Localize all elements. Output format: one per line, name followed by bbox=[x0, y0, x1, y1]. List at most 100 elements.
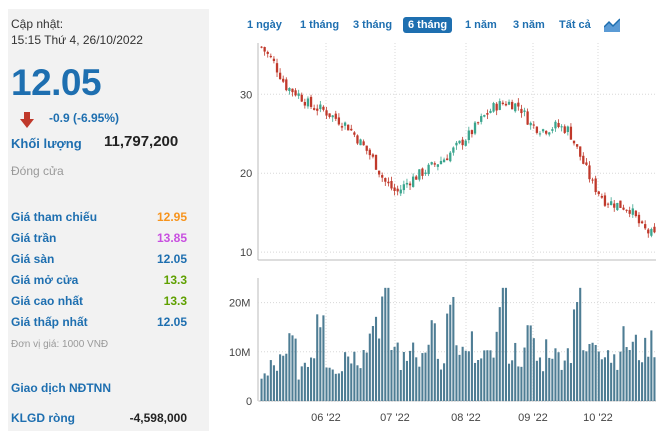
candle-body bbox=[582, 155, 585, 164]
tab-1-day[interactable]: 1 ngày bbox=[247, 19, 282, 31]
candle-body bbox=[510, 101, 514, 110]
volume-bar bbox=[637, 360, 641, 401]
candle-body bbox=[260, 46, 263, 48]
candle-body bbox=[551, 129, 554, 131]
stat-low-price: Giá thấp nhất 12.05 bbox=[11, 315, 187, 333]
volume-bar bbox=[535, 360, 538, 401]
volume-bar bbox=[486, 350, 489, 401]
candle-body bbox=[520, 108, 523, 114]
candle-body bbox=[278, 72, 282, 80]
candle-body bbox=[634, 210, 638, 217]
volume-bar bbox=[613, 354, 616, 401]
volume-bar bbox=[285, 353, 288, 401]
candle-body bbox=[263, 47, 266, 52]
candle-body bbox=[365, 145, 368, 151]
candle-body bbox=[421, 168, 424, 176]
candle-body bbox=[616, 202, 619, 211]
candle-body bbox=[334, 113, 337, 119]
tab-3-months[interactable]: 3 tháng bbox=[353, 19, 393, 31]
stat-ceiling-price: Giá trần 13.85 bbox=[11, 231, 187, 249]
volume-bar bbox=[415, 357, 418, 401]
candle-body bbox=[377, 170, 381, 175]
candle-body bbox=[495, 103, 498, 111]
candle-body bbox=[613, 203, 616, 208]
volume-bar bbox=[501, 287, 504, 401]
price-tick-label: 30 bbox=[240, 89, 252, 101]
volume-bar bbox=[603, 357, 606, 401]
current-price: 12.05 bbox=[11, 62, 102, 103]
candle-body bbox=[319, 104, 322, 110]
volume-bar bbox=[622, 326, 625, 401]
volume-bar bbox=[384, 287, 387, 401]
candle-body bbox=[640, 221, 644, 224]
volume-bar bbox=[523, 347, 526, 401]
volume-bar bbox=[514, 342, 517, 401]
volume-label: Khối lượng bbox=[11, 136, 82, 151]
candle-body bbox=[331, 115, 334, 118]
candle-body bbox=[430, 162, 433, 165]
candle-body bbox=[300, 94, 303, 102]
candle-body bbox=[272, 58, 276, 62]
volume-bar bbox=[405, 360, 408, 401]
volume-bar bbox=[297, 379, 300, 401]
tab-6-months[interactable]: 6 tháng bbox=[403, 17, 453, 33]
volume-bar bbox=[625, 347, 628, 401]
tab-1-month[interactable]: 1 tháng bbox=[300, 19, 340, 31]
candle-body bbox=[529, 122, 532, 126]
tab-all[interactable]: Tất cả bbox=[559, 19, 591, 31]
volume-bar bbox=[455, 345, 458, 401]
volume-bar bbox=[483, 350, 486, 401]
volume-bar bbox=[269, 360, 272, 401]
updated-time: 15:15 Thứ 4, 26/10/2022 bbox=[11, 33, 143, 47]
candle-body bbox=[316, 108, 319, 111]
candle-body bbox=[297, 93, 300, 96]
candle-body bbox=[384, 178, 387, 182]
volume-bar bbox=[520, 366, 523, 401]
volume-bar bbox=[402, 351, 405, 401]
volume-tick-label: 20M bbox=[229, 298, 250, 310]
candle-body bbox=[486, 113, 489, 115]
candle-body bbox=[492, 103, 495, 112]
volume-bar bbox=[446, 313, 449, 401]
volume-bar bbox=[529, 325, 532, 401]
candle-body bbox=[606, 203, 610, 205]
candle-body bbox=[322, 106, 325, 110]
candle-body bbox=[566, 126, 569, 133]
candle-body bbox=[514, 103, 517, 112]
stat-ref-price: Giá tham chiếu 12.95 bbox=[11, 210, 187, 228]
tab-3-years[interactable]: 3 năm bbox=[513, 19, 545, 31]
candle-body bbox=[560, 126, 563, 128]
area-chart-icon[interactable] bbox=[604, 18, 620, 32]
candle-body bbox=[303, 101, 307, 106]
candle-body bbox=[374, 154, 378, 170]
volume-bar bbox=[594, 344, 597, 401]
candle-body bbox=[563, 126, 566, 133]
volume-bar bbox=[545, 339, 548, 401]
volume-bar bbox=[473, 362, 477, 401]
candle-body bbox=[399, 189, 402, 194]
volume-bar bbox=[313, 358, 316, 401]
tab-1-year[interactable]: 1 năm bbox=[465, 19, 497, 31]
volume-bar bbox=[504, 287, 507, 401]
foreign-net-volume: KLGD ròng -4,598,000 bbox=[11, 411, 187, 429]
volume-bar bbox=[470, 331, 473, 401]
volume-bar bbox=[328, 367, 331, 401]
volume-bar bbox=[619, 351, 622, 401]
volume-bar bbox=[641, 362, 644, 401]
volume-bar bbox=[347, 356, 350, 401]
candle-body bbox=[650, 229, 653, 236]
time-tick-label: 08 '22 bbox=[451, 412, 481, 424]
volume-bar bbox=[467, 351, 470, 401]
volume-bar bbox=[279, 354, 282, 401]
volume-bar bbox=[436, 358, 439, 401]
volume-bar bbox=[628, 350, 631, 401]
candle-body bbox=[588, 165, 591, 180]
candle-body bbox=[619, 200, 622, 208]
volume-bar bbox=[412, 342, 415, 401]
volume-bar bbox=[294, 338, 297, 401]
volume-bar bbox=[572, 309, 576, 401]
stat-floor-price: Giá sàn 12.05 bbox=[11, 252, 187, 270]
candle-body bbox=[458, 140, 461, 144]
foreign-trading-title: Giao dịch NĐTNN bbox=[11, 381, 112, 395]
volume-tick-label: 10M bbox=[229, 347, 250, 359]
